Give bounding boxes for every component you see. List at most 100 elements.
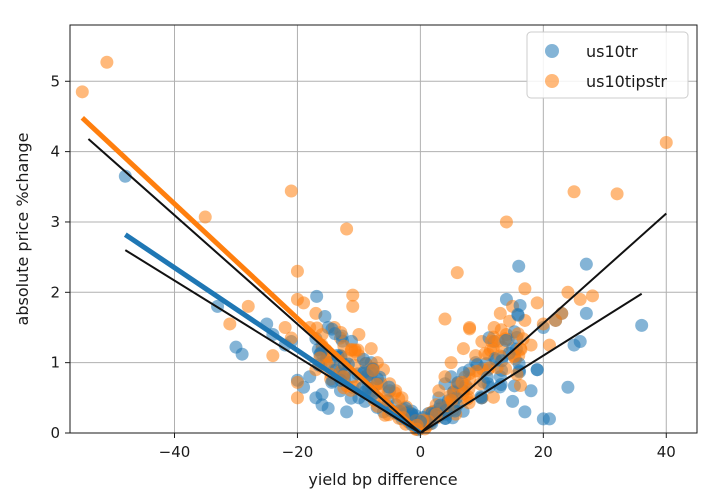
point-us10tipstr — [290, 391, 304, 405]
point-us10tipstr — [432, 384, 446, 398]
legend-label-us10tipstr: us10tipstr — [586, 72, 667, 91]
point-us10tr — [340, 405, 354, 419]
x-tick-label: 0 — [416, 443, 426, 461]
fit-line-fit — [419, 292, 643, 434]
point-us10tipstr — [463, 322, 477, 336]
point-cluster — [507, 349, 521, 363]
point-us10tipstr — [438, 370, 452, 384]
point-us10tipstr — [499, 215, 513, 229]
point-cluster — [445, 394, 459, 408]
point-us10tipstr — [241, 299, 255, 313]
legend-label-us10tr: us10tr — [586, 42, 638, 61]
x-tick-label: −40 — [159, 443, 191, 461]
fit-line-fit — [87, 138, 422, 434]
point-us10tipstr — [75, 85, 89, 99]
point-cluster — [429, 407, 443, 421]
point-cluster — [486, 390, 500, 404]
point-us10tipstr — [542, 338, 556, 352]
y-tick-label: 4 — [50, 143, 60, 161]
point-cluster — [478, 347, 492, 361]
point-us10tr — [579, 257, 593, 271]
point-us10tipstr — [284, 184, 298, 198]
point-us10tr — [518, 405, 532, 419]
point-us10tr — [118, 169, 132, 183]
y-tick-label: 1 — [50, 354, 60, 372]
point-us10tipstr — [610, 187, 624, 201]
y-tick-label: 0 — [50, 424, 60, 442]
x-axis-ticks: −40 −20 0 20 40 — [159, 433, 676, 461]
y-axis-ticks: 0 1 2 3 4 5 — [50, 72, 70, 442]
legend: us10tr us10tipstr — [526, 31, 689, 99]
point-us10tipstr — [340, 222, 354, 236]
point-us10tipstr — [198, 210, 212, 224]
point-us10tr — [635, 318, 649, 332]
point-us10tipstr — [223, 317, 237, 331]
plot-frame — [69, 24, 698, 434]
point-cluster — [511, 327, 525, 341]
fit-line-us10tr — [123, 232, 422, 436]
point-us10tipstr — [450, 266, 464, 280]
point-us10tipstr — [456, 342, 470, 356]
fit-lines — [80, 116, 667, 436]
point-us10tipstr — [444, 356, 458, 370]
x-tick-label: −20 — [282, 443, 314, 461]
point-us10tipstr — [290, 375, 304, 389]
point-us10tr — [573, 335, 587, 349]
legend-marker-us10tr — [545, 44, 559, 58]
point-cluster — [366, 363, 380, 377]
point-us10tipstr — [573, 292, 587, 306]
point-cluster — [499, 362, 513, 376]
point-us10tipstr — [438, 312, 452, 326]
point-us10tipstr — [266, 349, 280, 363]
point-us10tr — [512, 259, 526, 273]
point-cluster — [382, 380, 396, 394]
point-us10tipstr — [346, 299, 360, 313]
point-us10tipstr — [659, 135, 673, 149]
point-cluster — [392, 392, 406, 406]
y-tick-label: 2 — [50, 283, 60, 301]
legend-marker-us10tipstr — [545, 74, 559, 88]
point-us10tipstr — [290, 264, 304, 278]
fit-line-fit — [124, 249, 421, 434]
y-tick-label: 5 — [50, 72, 60, 90]
point-us10tr — [536, 412, 550, 426]
x-tick-label: 20 — [534, 443, 553, 461]
point-us10tipstr — [586, 289, 599, 303]
point-us10tipstr — [518, 282, 532, 296]
point-us10tr — [315, 387, 329, 401]
point-us10tipstr — [100, 55, 114, 69]
point-us10tipstr — [567, 185, 581, 199]
y-axis-label: absolute price %change — [13, 133, 32, 326]
point-us10tr — [235, 347, 249, 361]
point-us10tipstr — [530, 296, 544, 310]
point-cluster — [511, 308, 525, 322]
point-cluster — [483, 361, 497, 375]
point-cluster — [487, 330, 501, 344]
point-cluster — [318, 310, 332, 324]
point-cluster — [469, 364, 483, 378]
point-us10tr — [506, 394, 520, 408]
point-cluster — [310, 289, 324, 303]
point-cluster — [499, 333, 513, 347]
point-cluster — [480, 370, 494, 384]
point-us10tr — [315, 398, 329, 412]
point-cluster — [474, 391, 488, 405]
x-axis-label: yield bp difference — [308, 470, 457, 489]
fit-line-fit — [419, 212, 667, 434]
point-us10tipstr — [278, 320, 292, 334]
x-tick-label: 40 — [657, 443, 676, 461]
point-cluster — [513, 298, 527, 312]
point-us10tr — [524, 384, 538, 398]
point-us10tr — [530, 363, 544, 377]
point-us10tr — [561, 380, 575, 394]
y-tick-label: 3 — [50, 213, 60, 231]
point-cluster — [513, 379, 527, 393]
point-us10tipstr — [346, 288, 360, 302]
point-us10tipstr — [555, 306, 569, 320]
point-cluster — [493, 380, 507, 394]
point-us10tipstr — [561, 285, 575, 299]
point-us10tipstr — [297, 296, 311, 310]
point-cluster — [455, 375, 469, 389]
